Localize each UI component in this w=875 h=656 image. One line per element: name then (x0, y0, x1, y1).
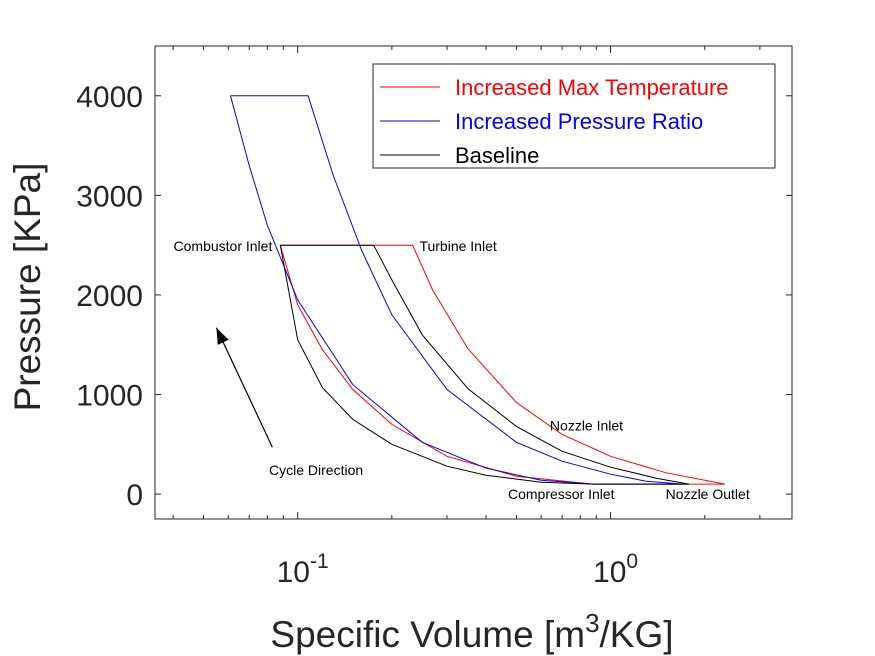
legend-box (372, 63, 776, 169)
legend-entry-label: Increased Max Temperature (455, 75, 729, 100)
y-tick-label: 3000 (76, 180, 143, 213)
x-axis-title-tail: /KG] (600, 614, 674, 655)
x-axis-title: Specific Volume [m3/KG] (270, 608, 673, 655)
y-axis-title: Pressure [KPa] (7, 163, 48, 412)
x-tick-label: 100 (593, 550, 638, 589)
series-layer (230, 95, 725, 485)
annotation-label: Nozzle Inlet (550, 417, 623, 433)
annotation-label: Combustor Inlet (174, 238, 273, 254)
legend-entry-label: Increased Pressure Ratio (455, 109, 703, 134)
legend-entry-label: Baseline (455, 143, 539, 168)
x-tick-label: 10-1 (277, 550, 329, 589)
legend: Increased Max Temperature Increased Press… (372, 63, 776, 169)
y-tick-label: 0 (126, 479, 143, 512)
y-tick-label: 1000 (76, 380, 143, 413)
annotation-label: Nozzle Outlet (666, 486, 750, 502)
series-line-baseline (279, 244, 689, 485)
annotation-label: Cycle Direction (269, 462, 363, 478)
cycle-arrow-shaft (215, 327, 273, 448)
annotation-label: Compressor Inlet (508, 486, 615, 502)
cycle-arrow-head (216, 327, 229, 345)
x-axis-title-sup: 3 (585, 608, 599, 638)
annotation-layer: Combustor Inlet Turbine Inlet Nozzle Inlet… (174, 238, 750, 502)
x-axis-title-main: Specific Volume [m (270, 614, 585, 655)
axis-ticks: 0 1000 2000 3000 4000 10-1 100 (76, 46, 792, 589)
y-tick-label: 2000 (76, 280, 143, 313)
y-tick-label: 4000 (76, 81, 143, 114)
annotation-label: Turbine Inlet (419, 238, 496, 254)
